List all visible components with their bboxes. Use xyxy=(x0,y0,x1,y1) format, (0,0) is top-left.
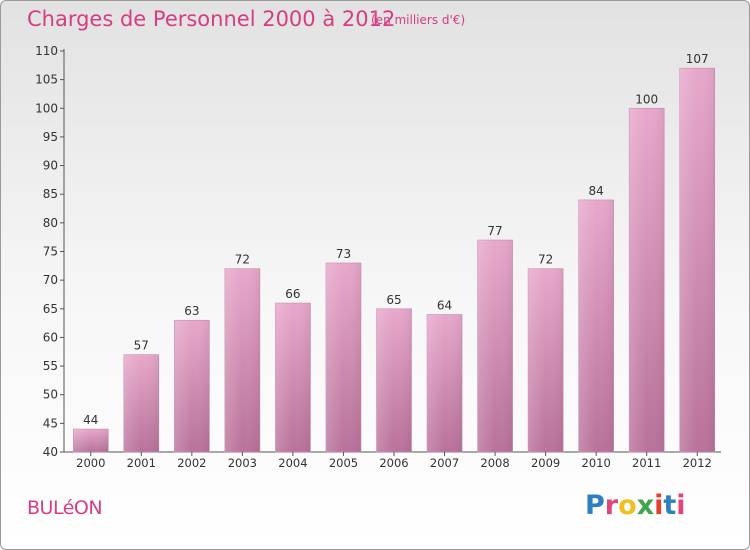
data-label: 107 xyxy=(686,52,709,66)
y-tick-label: 105 xyxy=(35,73,58,87)
data-label: 63 xyxy=(184,304,199,318)
y-tick-label: 100 xyxy=(35,101,58,115)
bar-highlight xyxy=(427,314,463,452)
x-tick-label: 2008 xyxy=(480,456,509,470)
data-label: 64 xyxy=(437,299,452,313)
x-tick-label: 2002 xyxy=(177,456,206,470)
bar-highlight xyxy=(325,262,361,452)
data-label: 72 xyxy=(538,253,553,267)
y-tick-label: 55 xyxy=(43,359,58,373)
bar-highlight xyxy=(376,308,412,452)
y-tick-label: 40 xyxy=(43,445,58,459)
logo-letter: t xyxy=(663,490,677,521)
x-tick-label: 2001 xyxy=(127,456,156,470)
bar-highlight xyxy=(123,354,159,452)
logo-letter: i xyxy=(676,490,686,521)
logo-letter: x xyxy=(636,490,655,521)
data-label: 44 xyxy=(83,413,98,427)
y-tick-label: 75 xyxy=(43,245,58,259)
bar-highlight xyxy=(174,320,210,452)
x-tick-label: 2009 xyxy=(531,456,560,470)
bar-highlight xyxy=(477,240,513,452)
commune-name: BULéON xyxy=(27,497,103,519)
bar-highlight xyxy=(275,303,311,452)
data-label: 57 xyxy=(134,339,149,353)
bar-highlight xyxy=(224,268,260,452)
x-tick-label: 2012 xyxy=(683,456,712,470)
x-tick-label: 2006 xyxy=(379,456,408,470)
x-tick-label: 2003 xyxy=(228,456,257,470)
bar-highlight xyxy=(73,429,109,452)
data-label: 73 xyxy=(336,247,351,261)
proxiti-logo: Proxiti xyxy=(585,490,686,521)
y-tick-label: 95 xyxy=(43,130,58,144)
bar-highlight xyxy=(528,268,564,452)
y-tick-label: 90 xyxy=(43,159,58,173)
data-label: 66 xyxy=(285,287,300,301)
x-tick-label: 2011 xyxy=(632,456,661,470)
chart-subtitle: (en milliers d'€) xyxy=(371,13,466,27)
data-label: 77 xyxy=(487,224,502,238)
data-label: 72 xyxy=(235,253,250,267)
logo-letter: i xyxy=(654,490,664,521)
logo-letter: P xyxy=(585,490,605,521)
x-tick-label: 2000 xyxy=(76,456,105,470)
bar-highlight xyxy=(578,199,614,452)
data-label: 65 xyxy=(386,293,401,307)
y-tick-label: 70 xyxy=(43,273,58,287)
y-tick-label: 60 xyxy=(43,330,58,344)
y-tick-label: 80 xyxy=(43,216,58,230)
logo-letter: o xyxy=(618,490,637,521)
x-tick-label: 2007 xyxy=(430,456,459,470)
y-tick-label: 45 xyxy=(43,416,58,430)
y-tick-label: 85 xyxy=(43,187,58,201)
x-tick-label: 2005 xyxy=(329,456,358,470)
data-label: 84 xyxy=(589,184,604,198)
x-tick-label: 2010 xyxy=(582,456,611,470)
y-tick-label: 50 xyxy=(43,388,58,402)
bar-highlight xyxy=(679,68,715,452)
y-tick-label: 110 xyxy=(35,44,58,58)
data-label: 100 xyxy=(635,92,658,106)
logo-letter: r xyxy=(604,490,619,521)
chart-title: Charges de Personnel 2000 à 2012 xyxy=(27,7,396,31)
y-tick-label: 65 xyxy=(43,302,58,316)
bar-highlight xyxy=(629,108,665,453)
x-tick-label: 2004 xyxy=(278,456,307,470)
